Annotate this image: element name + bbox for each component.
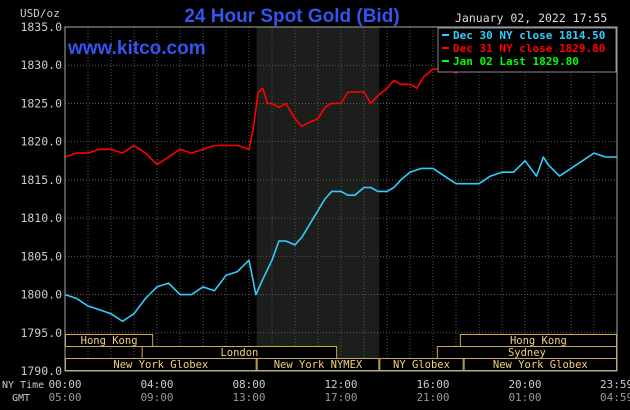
y-axis-ticks: 1790.0 1795.0 1800.0 1805.0 1810.0 1815.0 1820… [20, 20, 62, 378]
x-tick-label-ny: 00:00 [48, 378, 81, 391]
watermark-url: www.kitco.com [67, 38, 206, 59]
session-label: Sydney [508, 347, 546, 359]
chart-timestamp: January 02, 2022 17:55 [455, 11, 607, 25]
x-tick-label-gmt: 01:00 [508, 391, 541, 404]
y-tick-label: 1795.0 [20, 326, 62, 340]
chart-title: 24 Hour Spot Gold (Bid) [184, 6, 399, 27]
x-tick-label-ny: 08:00 [232, 378, 265, 391]
series-line [64, 66, 468, 166]
x-tick-label-ny: 16:00 [416, 378, 449, 391]
x-axis-label-ny: NY Time [2, 380, 44, 391]
x-tick-label-gmt: 17:00 [324, 391, 357, 404]
series-line [64, 152, 617, 323]
session-label: New York Globex [113, 359, 208, 371]
legend-entry: Dec 30 NY close 1814.50 [453, 29, 605, 42]
x-tick-label-ny: 23:59 [600, 378, 630, 391]
y-tick-label: 1820.0 [20, 135, 62, 149]
x-tick-label-gmt: 05:00 [48, 391, 81, 404]
x-tick-label-ny: 04:00 [140, 378, 173, 391]
x-tick-label-ny: 20:00 [508, 378, 541, 391]
session-label: London [220, 347, 258, 359]
y-tick-label: 1790.0 [20, 364, 62, 378]
session-label: NY Globex [393, 359, 450, 371]
y-tick-label: 1815.0 [20, 173, 62, 187]
y-tick-label: 1800.0 [20, 288, 62, 302]
session-label: New York Globex [493, 359, 588, 371]
x-axis-label-gmt: GMT [12, 393, 30, 404]
x-tick-label-ny: 12:00 [324, 378, 357, 391]
x-tick-label-gmt: 04:59 [600, 391, 630, 404]
y-tick-label: 1805.0 [20, 249, 62, 263]
legend-box [437, 27, 617, 73]
y-tick-label: 1830.0 [20, 58, 62, 72]
y-axis-label: USD/oz [20, 7, 60, 20]
x-tick-label-gmt: 09:00 [140, 391, 173, 404]
y-tick-label: 1835.0 [20, 20, 62, 34]
x-tick-label-gmt: 21:00 [416, 391, 449, 404]
plot-frame [64, 26, 618, 372]
x-tick-label-gmt: 13:00 [232, 391, 265, 404]
session-label: New York NYMEX [274, 359, 363, 371]
session-label: Hong Kong [510, 335, 567, 347]
legend-entry: Jan 02 Last 1829.80 [453, 55, 579, 68]
y-tick-label: 1825.0 [20, 96, 62, 110]
session-label: Hong Kong [81, 335, 138, 347]
y-tick-label: 1810.0 [20, 211, 62, 225]
vertical-gridlines [87, 27, 595, 371]
price-series [64, 66, 617, 323]
legend-entry: Dec 31 NY close 1829.80 [453, 42, 605, 55]
